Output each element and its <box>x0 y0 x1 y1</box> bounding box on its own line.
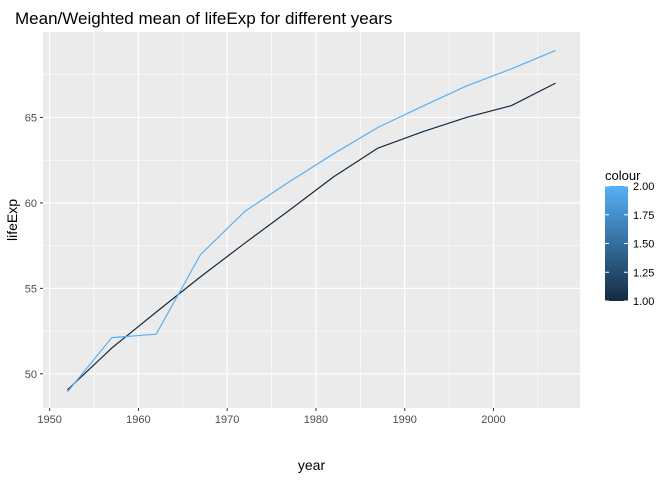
y-axis: 50 55 60 65 <box>25 112 43 381</box>
chart-title: Mean/Weighted mean of lifeExp for differ… <box>15 9 392 28</box>
legend: colour 1.00 1.25 1.50 1.75 2.00 <box>605 168 654 308</box>
legend-colorbar <box>605 186 628 301</box>
x-tick-label: 1990 <box>392 414 416 426</box>
x-tick-label: 1950 <box>37 414 61 426</box>
y-tick-label: 50 <box>25 369 37 381</box>
y-tick-label: 60 <box>25 198 37 210</box>
x-axis-title: year <box>298 457 326 473</box>
legend-tick-label: 1.00 <box>633 296 654 308</box>
x-tick-label: 1970 <box>215 414 239 426</box>
series-lines <box>66 49 556 393</box>
x-tick-label: 1960 <box>126 414 150 426</box>
y-tick-label: 65 <box>25 112 37 124</box>
y-axis-title: lifeExp <box>4 199 20 241</box>
y-tick-label: 55 <box>25 283 37 295</box>
x-axis: 1950 1960 1970 1980 1990 2000 <box>37 408 506 426</box>
x-tick-label: 2000 <box>481 414 505 426</box>
series-line-1 <box>66 82 556 391</box>
legend-tick-label: 2.00 <box>633 181 654 193</box>
legend-tick-label: 1.75 <box>633 210 654 222</box>
x-tick-label: 1980 <box>304 414 328 426</box>
legend-ticks: 1.00 1.25 1.50 1.75 2.00 <box>605 181 654 308</box>
plot-panel <box>43 32 580 408</box>
legend-title: colour <box>605 168 641 183</box>
legend-tick-label: 1.50 <box>633 239 654 251</box>
series-line-2 <box>66 49 556 393</box>
grid-major <box>43 32 580 408</box>
legend-tick-label: 1.25 <box>633 267 654 279</box>
